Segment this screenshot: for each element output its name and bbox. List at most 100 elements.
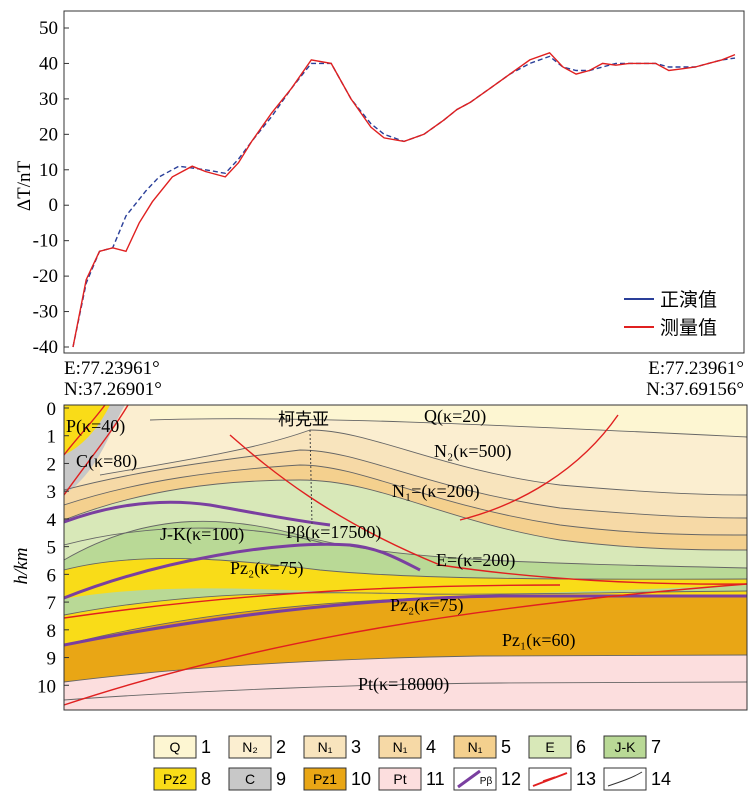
profile-y-axis-label: ΔT/nT bbox=[14, 161, 35, 212]
legend-number: 8 bbox=[201, 769, 211, 789]
legend-measured-label: 测量值 bbox=[660, 317, 717, 339]
legend-number: 4 bbox=[426, 737, 436, 757]
legend-swatch bbox=[378, 767, 422, 791]
legend-number: 13 bbox=[576, 769, 596, 789]
legend-item: N₁ 4 bbox=[378, 735, 436, 759]
section-y-tick-label: 10 bbox=[37, 676, 56, 697]
legend-swatch bbox=[603, 735, 647, 759]
section-y-tick-label: 5 bbox=[47, 538, 57, 559]
profile-legend: 正演值 测量值 bbox=[624, 289, 717, 339]
label-pz2-lower: Pz₂(κ=75) bbox=[390, 595, 464, 616]
legend-item: 14 bbox=[603, 767, 671, 791]
label-pz1: Pz₁(κ=60) bbox=[502, 630, 576, 651]
legend-number: 14 bbox=[651, 769, 671, 789]
profile-end-e-label: E:77.23961° bbox=[648, 358, 744, 379]
legend-number: 6 bbox=[576, 737, 586, 757]
legend-basalt-mark bbox=[457, 769, 481, 789]
geologic-cross-section: 0 1 2 3 4 5 6 7 8 9 10 h/km 柯克亚 P(κ=40) C(κ=80) Q(… bbox=[11, 399, 748, 711]
legend-fault-arrow bbox=[542, 776, 556, 782]
section-y-tick-label: 9 bbox=[47, 649, 57, 670]
section-y-tick-label: 7 bbox=[47, 593, 57, 614]
legend-fault-mark bbox=[532, 772, 568, 787]
section-y-tick-label: 4 bbox=[47, 510, 57, 531]
legend-item: 13 bbox=[528, 767, 596, 791]
legend-number: 9 bbox=[276, 769, 286, 789]
profile-y-tick-label: -10 bbox=[33, 231, 58, 252]
legend-number: 10 bbox=[351, 769, 371, 789]
section-y-tick-label: 3 bbox=[47, 482, 57, 503]
legend-swatch bbox=[453, 735, 497, 759]
legend-swatch bbox=[228, 735, 272, 759]
series-measured-line bbox=[72, 51, 736, 348]
legend-swatch-label: E bbox=[545, 739, 554, 755]
legend-swatch bbox=[153, 767, 197, 791]
legend-swatch-label: J-K bbox=[615, 739, 637, 755]
label-pbeta: Pβ(κ=17500) bbox=[286, 522, 381, 543]
legend-number: 7 bbox=[651, 737, 661, 757]
section-y-tick-label: 8 bbox=[47, 621, 57, 642]
legend-swatch bbox=[453, 767, 497, 791]
section-y-tick-label: 2 bbox=[47, 454, 57, 475]
basalt-lines bbox=[64, 500, 747, 647]
magnetic-profile-chart: 50 40 30 20 10 0 -10 -20 -30 -40 ΔT/nT 正演值 测量值 E:… bbox=[14, 10, 745, 400]
profile-end-n-label: N:37.69156° bbox=[646, 379, 744, 400]
legend-swatch bbox=[378, 735, 422, 759]
label-e: E=(κ=200) bbox=[436, 550, 515, 571]
legend-item: J-K 7 bbox=[603, 735, 661, 759]
section-y-tick-label: 6 bbox=[47, 565, 57, 586]
section-y-axis: 0 1 2 3 4 5 6 7 8 9 10 bbox=[37, 399, 69, 697]
legend-swatch-label: Pz1 bbox=[313, 771, 337, 787]
profile-y-tick-label: 0 bbox=[49, 195, 59, 216]
legend-number: 1 bbox=[201, 737, 211, 757]
profile-y-tick-label: 50 bbox=[39, 18, 58, 39]
section-y-tick-label: 0 bbox=[47, 399, 57, 420]
profile-y-tick-label: 30 bbox=[39, 89, 58, 110]
profile-y-tick-label: -40 bbox=[33, 337, 58, 358]
label-n1: N₁=(κ=200) bbox=[392, 481, 480, 502]
legend-swatch bbox=[228, 767, 272, 791]
legend-swatch-label: N₁ bbox=[468, 739, 483, 755]
legend-contact-mark bbox=[607, 771, 643, 787]
legend-swatch-label: Pt bbox=[393, 771, 406, 787]
layer-p bbox=[64, 405, 110, 455]
legend-swatch bbox=[528, 735, 572, 759]
contact-lines bbox=[64, 418, 747, 701]
legend-number: 11 bbox=[426, 769, 445, 789]
label-pt: Pt(κ=18000) bbox=[358, 674, 449, 695]
legend-swatch bbox=[303, 767, 347, 791]
profile-y-tick-label: 10 bbox=[39, 160, 58, 181]
profile-plot-frame bbox=[63, 10, 745, 354]
legend-item: Pβ 12 bbox=[453, 767, 521, 791]
profile-y-tick-label: -30 bbox=[33, 302, 58, 323]
legend-swatch bbox=[153, 735, 197, 759]
legend-item: Pz1 10 bbox=[303, 767, 371, 791]
label-kekeya: 柯克亚 bbox=[278, 410, 329, 430]
section-frame bbox=[63, 404, 748, 711]
profile-y-tick-label: 40 bbox=[39, 53, 58, 74]
label-p: P(κ=40) bbox=[66, 416, 125, 437]
profile-y-tick-label: -20 bbox=[33, 266, 58, 287]
profile-y-axis: 50 40 30 20 10 0 -10 -20 -30 -40 bbox=[33, 18, 69, 358]
legend-model-label: 正演值 bbox=[660, 289, 717, 311]
fault-lines bbox=[64, 405, 747, 706]
legend-item: Pt 11 bbox=[378, 767, 445, 791]
legend-number: 5 bbox=[501, 737, 511, 757]
legend-item: N₂ 2 bbox=[228, 735, 286, 759]
legend-number: 12 bbox=[501, 769, 521, 789]
layer-q bbox=[150, 405, 747, 437]
profile-start-n-label: N:37.26901° bbox=[64, 379, 162, 400]
label-c: C(κ=80) bbox=[76, 451, 137, 472]
legend-swatch-label: Pβ bbox=[480, 776, 493, 787]
section-labels: 柯克亚 P(κ=40) C(κ=80) Q(κ=20) N₂(κ=500) N₁… bbox=[66, 406, 576, 695]
legend-swatch-label: N₁ bbox=[318, 739, 333, 755]
section-y-axis-label: h/km bbox=[11, 548, 32, 585]
label-n2: N₂(κ=500) bbox=[434, 441, 511, 462]
label-pz2-upper: Pz₂(κ=75) bbox=[230, 558, 304, 579]
legend-swatch-label: Pz2 bbox=[163, 771, 187, 787]
legend-swatch bbox=[303, 735, 347, 759]
label-q: Q(κ=20) bbox=[424, 406, 486, 427]
